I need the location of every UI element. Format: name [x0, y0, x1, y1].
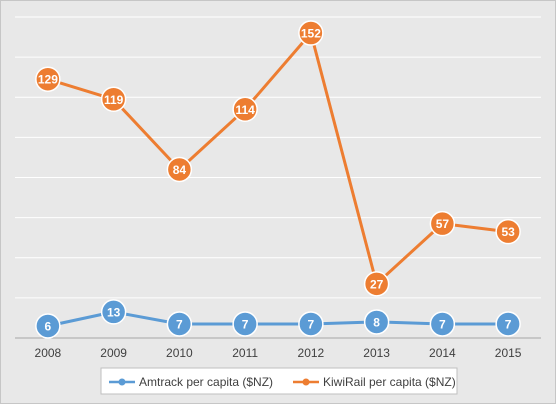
data-label: 7 [308, 317, 315, 331]
data-label: 6 [45, 319, 52, 333]
series-group: 6 13 7 7 7 8 7 7 129 119 84 114 152 27 57 53 [35, 20, 521, 339]
legend-swatch-marker [118, 378, 126, 386]
data-point[interactable] [495, 311, 521, 337]
x-tick-label: 2015 [495, 346, 522, 360]
data-point[interactable] [298, 311, 324, 337]
data-point[interactable] [363, 271, 390, 297]
data-label: 84 [173, 163, 187, 177]
data-label: 57 [436, 217, 450, 231]
x-tick-label: 2011 [232, 346, 258, 360]
legend-box [100, 367, 458, 395]
data-label: 114 [235, 103, 255, 117]
legend-label: Amtrack per capita ($NZ) [139, 375, 273, 389]
x-tick-label: 2010 [166, 346, 193, 360]
x-tick-label: 2014 [429, 346, 456, 360]
x-tick-label: 2009 [100, 346, 127, 360]
data-point[interactable] [166, 311, 193, 337]
x-tick-label: 2013 [363, 346, 390, 360]
data-point[interactable] [298, 20, 324, 46]
data-point[interactable] [495, 218, 521, 245]
legend-item-1[interactable]: Amtrack per capita ($NZ) [109, 375, 273, 389]
data-label: 27 [370, 277, 384, 291]
legend-item-2[interactable]: KiwiRail per capita ($NZ) [293, 375, 456, 389]
data-label: 13 [107, 305, 121, 319]
data-label: 7 [242, 317, 249, 331]
series-1: 6 13 7 7 7 8 7 7 [35, 299, 521, 339]
data-point[interactable] [429, 311, 456, 337]
gridlines [15, 16, 541, 339]
legend-swatch-marker [302, 378, 310, 386]
data-label: 129 [38, 73, 58, 87]
data-label: 119 [104, 93, 124, 107]
x-tick-label: 2008 [35, 346, 62, 360]
data-label: 53 [501, 225, 515, 239]
data-label: 8 [373, 315, 380, 329]
data-label: 7 [176, 317, 183, 331]
legend-label: KiwiRail per capita ($NZ) [323, 375, 456, 389]
data-point[interactable] [232, 96, 258, 123]
series-line [46, 31, 510, 286]
data-point[interactable] [35, 66, 61, 92]
legend[interactable]: Amtrack per capita ($NZ) KiwiRail per cap… [100, 367, 458, 395]
data-point[interactable] [100, 299, 127, 325]
x-axis: 2008 2009 2010 2011 2012 2013 2014 2015 [35, 346, 522, 360]
data-point[interactable] [232, 311, 258, 337]
data-point[interactable] [35, 313, 61, 339]
data-point[interactable] [429, 210, 456, 237]
data-label: 152 [301, 27, 321, 41]
data-point[interactable] [166, 156, 193, 183]
data-point[interactable] [100, 86, 127, 113]
data-label: 7 [439, 317, 446, 331]
x-tick-label: 2012 [298, 346, 325, 360]
data-point[interactable] [363, 309, 390, 335]
series-2: 129 119 84 114 152 27 57 53 [35, 20, 521, 297]
data-label: 7 [505, 317, 512, 331]
